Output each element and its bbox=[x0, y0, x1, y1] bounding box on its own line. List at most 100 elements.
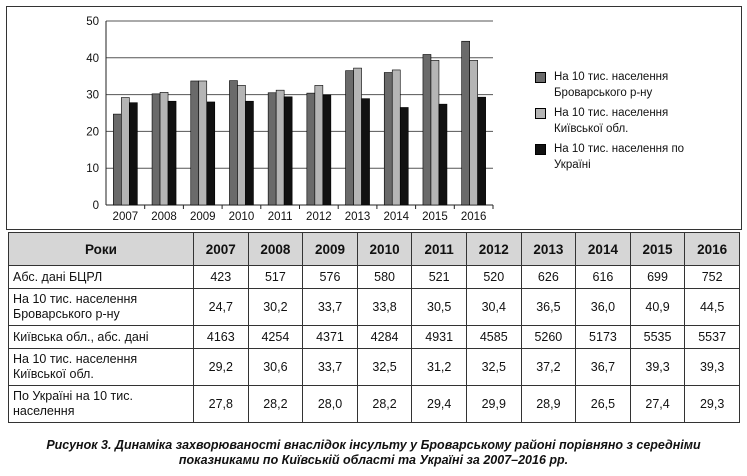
table-header-cell: 2007 bbox=[193, 232, 249, 266]
bar bbox=[345, 70, 354, 206]
table-cell: 30,5 bbox=[411, 288, 467, 326]
table-row: На 10 тис. населення Броварського р-ну 2… bbox=[8, 288, 740, 326]
table-cell: 39,3 bbox=[629, 348, 686, 386]
y-tick-label: 30 bbox=[86, 90, 99, 102]
x-tick-label: 2010 bbox=[229, 211, 255, 223]
x-tick-label: 2011 bbox=[268, 211, 293, 223]
table-cell: 24,7 bbox=[193, 288, 249, 326]
table-cell: 4163 bbox=[193, 325, 249, 349]
bar bbox=[198, 80, 208, 206]
table-cell: 29,9 bbox=[465, 385, 522, 423]
table-cell: 31,2 bbox=[411, 348, 467, 386]
table-cell: 5173 bbox=[575, 325, 631, 349]
figure-caption: Рисунок 3. Динаміка захворюваності внасл… bbox=[0, 438, 747, 468]
chart-legend: На 10 тис. населення Броварського р-ну Н… bbox=[535, 69, 735, 177]
table-cell: 28,0 bbox=[302, 385, 358, 423]
bar bbox=[314, 85, 324, 206]
bar bbox=[438, 103, 448, 206]
caption-line: Рисунок 3. Динаміка захворюваності внасл… bbox=[46, 438, 701, 452]
table-cell: 423 bbox=[193, 265, 249, 289]
table-cell: 36,5 bbox=[520, 288, 577, 326]
table-header-cell: 2008 bbox=[247, 232, 304, 266]
y-tick-label: 20 bbox=[86, 126, 99, 138]
bar bbox=[245, 100, 254, 206]
bar bbox=[129, 102, 138, 206]
table-cell: 517 bbox=[247, 265, 304, 289]
x-tick-label: 2012 bbox=[306, 211, 332, 223]
bar bbox=[399, 107, 409, 206]
legend-label: На 10 тис. населення по Україні bbox=[554, 143, 685, 171]
bar bbox=[306, 92, 316, 206]
bar bbox=[391, 69, 401, 206]
bar bbox=[353, 67, 362, 206]
table-cell: 4254 bbox=[247, 325, 304, 349]
table-cell: 28,9 bbox=[520, 385, 577, 423]
table-cell: 5260 bbox=[520, 325, 577, 349]
table-cell: 5535 bbox=[629, 325, 686, 349]
y-tick-label: 50 bbox=[86, 16, 99, 28]
row-label: Київська обл., абс. дані bbox=[8, 325, 194, 349]
table-header-cell: Роки bbox=[8, 232, 194, 266]
table-cell: 30,4 bbox=[465, 288, 522, 326]
legend-item: На 10 тис. населення по Україні bbox=[535, 141, 735, 173]
caption-line: показниками по Київській області та Укра… bbox=[178, 453, 569, 467]
bar bbox=[275, 89, 285, 206]
y-tick-label: 40 bbox=[86, 53, 99, 65]
bar bbox=[206, 101, 216, 206]
table-cell: 699 bbox=[629, 265, 686, 289]
legend-item: На 10 тис. населення Київської обл. bbox=[535, 105, 735, 137]
x-tick-label: 2008 bbox=[151, 211, 177, 223]
bar bbox=[469, 60, 478, 206]
bar bbox=[113, 113, 122, 206]
data-table: Роки 2007 2008 2009 2010 2011 2012 2013 … bbox=[8, 232, 740, 423]
table-cell: 32,5 bbox=[356, 348, 413, 386]
table-cell: 30,6 bbox=[247, 348, 304, 386]
table-cell: 30,2 bbox=[247, 288, 304, 326]
table-header-cell: 2015 bbox=[629, 232, 686, 266]
bar bbox=[190, 80, 200, 206]
table-cell: 29,3 bbox=[684, 385, 740, 423]
row-label: На 10 тис. населення Київської обл. bbox=[8, 348, 194, 386]
table-cell: 5537 bbox=[684, 325, 740, 349]
table-cell: 28,2 bbox=[356, 385, 413, 423]
y-tick-label: 0 bbox=[93, 200, 99, 212]
table-cell: 576 bbox=[302, 265, 358, 289]
table-cell: 32,5 bbox=[465, 348, 522, 386]
x-tick-label: 2013 bbox=[345, 211, 371, 223]
x-tick-label: 2016 bbox=[461, 211, 487, 223]
bar bbox=[430, 60, 440, 206]
bar bbox=[422, 54, 432, 206]
table-cell: 626 bbox=[520, 265, 577, 289]
table-cell: 752 bbox=[684, 265, 740, 289]
table-cell: 27,4 bbox=[629, 385, 686, 423]
legend-swatch bbox=[535, 72, 546, 83]
table-header-cell: 2009 bbox=[302, 232, 358, 266]
bar bbox=[121, 97, 130, 206]
table-cell: 39,3 bbox=[684, 348, 740, 386]
bar bbox=[159, 92, 169, 206]
table-header-cell: 2010 bbox=[356, 232, 413, 266]
table-cell: 4284 bbox=[356, 325, 413, 349]
table-cell: 36,7 bbox=[575, 348, 631, 386]
x-tick-label: 2014 bbox=[383, 211, 409, 223]
table-row: Абс. дані БЦРЛ 423 517 576 580 521 520 6… bbox=[8, 265, 740, 289]
table-row: На 10 тис. населення Київської обл. 29,2… bbox=[8, 348, 740, 386]
bar bbox=[283, 96, 293, 206]
row-label: По Україні на 10 тис. населення bbox=[8, 385, 194, 423]
bar bbox=[361, 98, 370, 206]
row-label: Абс. дані БЦРЛ bbox=[8, 265, 194, 289]
table-row: По Україні на 10 тис. населення 27,8 28,… bbox=[8, 385, 740, 423]
table-cell: 29,2 bbox=[193, 348, 249, 386]
table-row: Київська обл., абс. дані 4163 4254 4371 … bbox=[8, 325, 740, 349]
x-tick-label: 2007 bbox=[113, 211, 139, 223]
bar-chart: 0 10 20 30 40 50 2007 2008 2009 2010 2011 2012 2013 2… bbox=[86, 16, 494, 223]
bar bbox=[267, 92, 277, 206]
legend-label: На 10 тис. населення Київської обл. bbox=[554, 107, 669, 135]
table-cell: 29,4 bbox=[411, 385, 467, 423]
table-cell: 28,2 bbox=[247, 385, 304, 423]
bar bbox=[383, 72, 393, 206]
legend-swatch bbox=[535, 144, 546, 155]
bar bbox=[461, 40, 470, 206]
table-cell: 4585 bbox=[465, 325, 522, 349]
